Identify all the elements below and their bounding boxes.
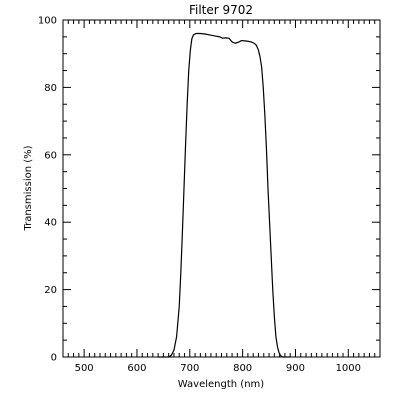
y-tick-label: 60 [44, 150, 57, 161]
x-tick-label: 700 [180, 363, 199, 374]
x-tick-label: 600 [127, 363, 146, 374]
y-tick-label: 80 [44, 83, 57, 94]
x-tick-label: 1000 [336, 363, 361, 374]
y-axis-label: Transmission (%) [23, 145, 34, 231]
x-tick-label: 800 [233, 363, 252, 374]
x-axis-label: Wavelength (nm) [178, 379, 264, 390]
y-tick-label: 20 [44, 285, 57, 296]
plot-frame [62, 19, 381, 358]
y-tick-label: 100 [38, 16, 57, 27]
x-tick-label: 900 [286, 363, 305, 374]
series-layer [158, 32, 291, 358]
transmission-curve [158, 32, 291, 358]
x-tick-label: 500 [75, 363, 94, 374]
chart-title: Filter 9702 [189, 3, 253, 17]
tick-labels: 500 600 700 800 900 1000 0 20 40 60 80 100 [38, 16, 361, 375]
y-tick-label: 0 [51, 353, 57, 364]
y-tick-label: 40 [44, 218, 57, 229]
